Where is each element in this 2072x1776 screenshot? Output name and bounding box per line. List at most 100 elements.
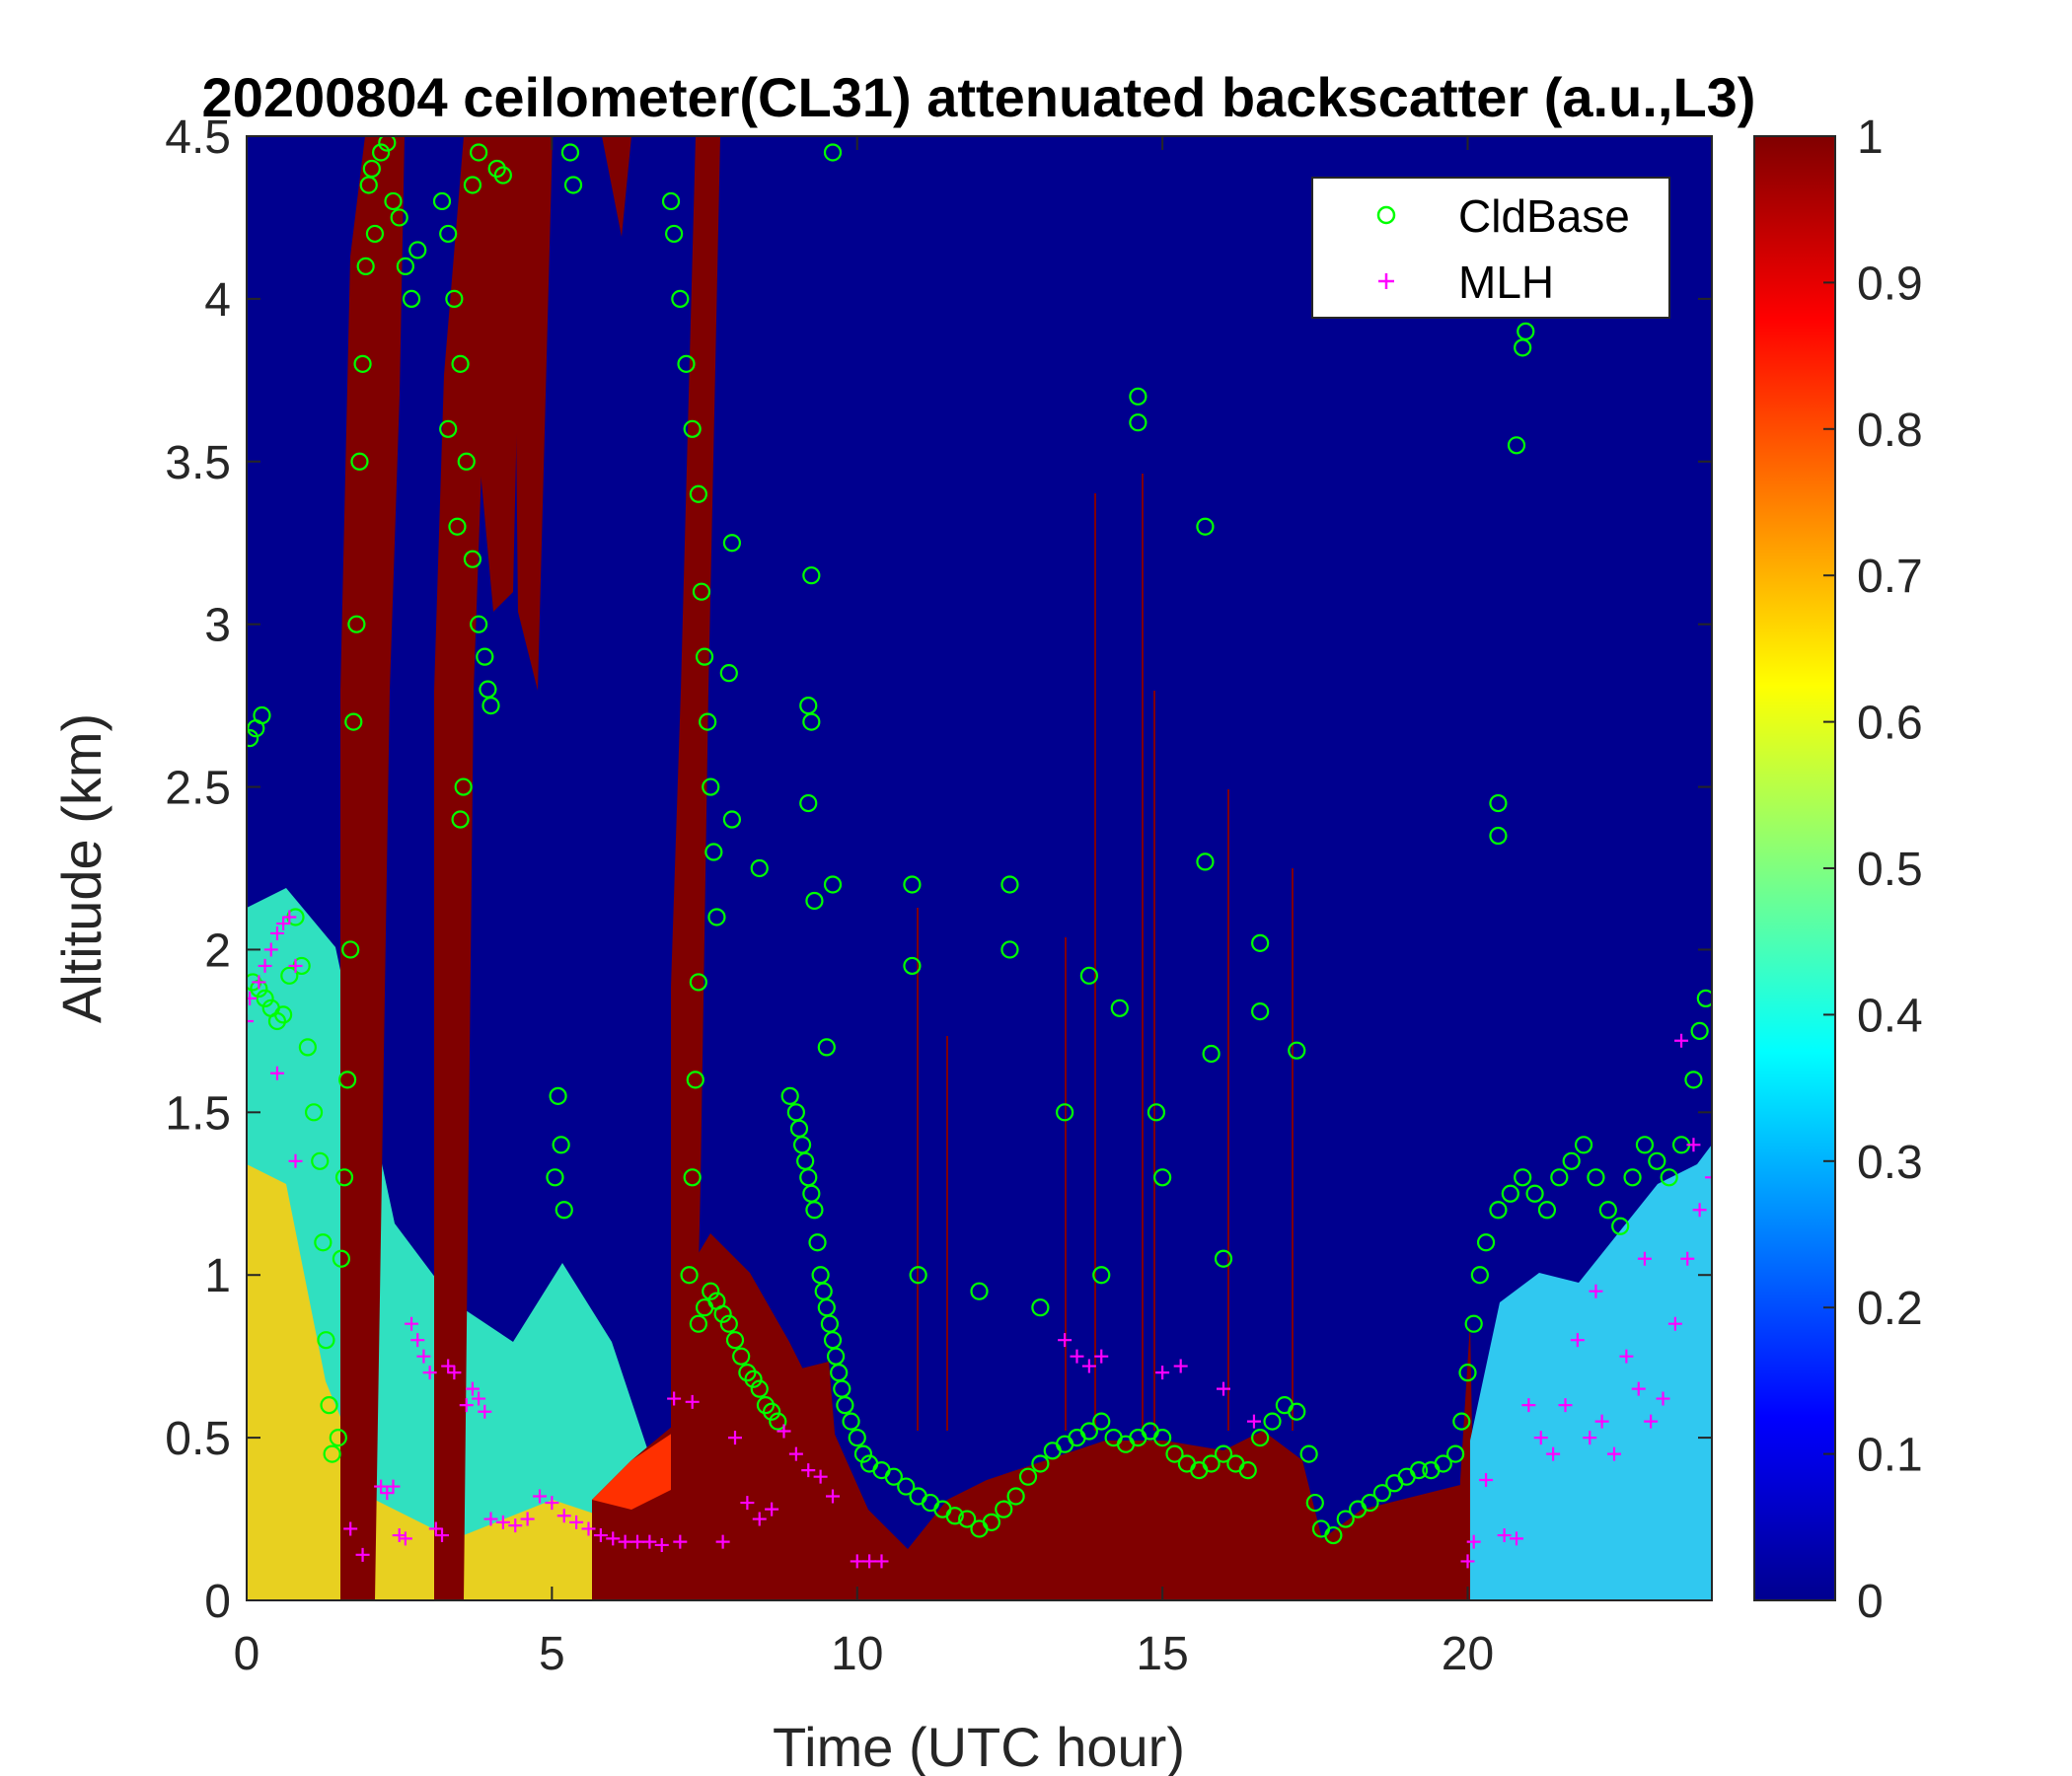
- mlh-point: [813, 1469, 828, 1484]
- mlh-point: [1460, 1554, 1475, 1569]
- cldbase-point: [451, 810, 470, 829]
- mlh-point: [1546, 1446, 1561, 1461]
- x-axis-label: Time (UTC hour): [773, 1716, 1185, 1776]
- mlh-point: [777, 1424, 791, 1439]
- cldbase-point: [1470, 1266, 1489, 1285]
- cldbase-point: [799, 793, 818, 813]
- legend-box: [1311, 177, 1670, 319]
- cldbase-point: [341, 940, 360, 959]
- heatmap-cloud-column-4: [513, 136, 553, 691]
- cldbase-point: [1501, 1184, 1519, 1203]
- cldbase-point: [372, 143, 391, 162]
- colorbar-tick-label: 0.5: [1857, 844, 1923, 896]
- cldbase-point: [722, 534, 742, 553]
- cldbase-point: [1336, 1510, 1355, 1528]
- mlh-point: [862, 1554, 877, 1569]
- cldbase-point: [1092, 1266, 1111, 1285]
- cldbase-point: [470, 143, 488, 162]
- cldbase-point: [1251, 1002, 1270, 1021]
- cldbase-point: [1525, 1184, 1544, 1203]
- cldbase-point: [1452, 1412, 1471, 1431]
- mlh-point: [422, 1366, 437, 1380]
- mlh-point: [1674, 1033, 1689, 1048]
- cldbase-point: [451, 354, 470, 373]
- cldbase-point: [1409, 1460, 1429, 1480]
- cldbase-point: [329, 1429, 347, 1447]
- cldbase-point: [677, 354, 696, 373]
- cldbase-point: [487, 159, 506, 179]
- cldbase-point: [995, 1500, 1013, 1518]
- heatmap-cloud-column-2: [434, 136, 493, 1600]
- cldbase-point: [686, 1071, 704, 1089]
- colorbar-tick-label: 0.4: [1857, 990, 1923, 1042]
- colorbar-tick-label: 0.8: [1857, 405, 1923, 457]
- heatmap-aerosol-mass-main: [681, 1233, 1460, 1600]
- cldbase-point: [1324, 1525, 1343, 1545]
- cldbase-point: [1031, 1454, 1050, 1473]
- mlh-point: [1217, 1381, 1230, 1396]
- cldbase-point: [689, 1314, 707, 1333]
- cldbase-point: [671, 289, 690, 308]
- mlh-point: [533, 1489, 547, 1504]
- y-axis: 0 0.5 1 1.5 2 2.5 3 3.5 4 4.5: [165, 111, 1712, 1628]
- cldbase-point: [780, 1086, 799, 1105]
- cldbase-point: [1635, 1136, 1655, 1154]
- cldbase-point: [432, 191, 452, 211]
- cldbase-point: [1092, 1412, 1111, 1431]
- x-tick-label: 0: [234, 1628, 260, 1680]
- cldbase-point: [463, 550, 482, 568]
- cldbase-point: [311, 1151, 330, 1170]
- cldbase-point: [347, 615, 366, 633]
- mlh-point: [269, 1066, 284, 1080]
- cldbase-point: [317, 1331, 335, 1350]
- cldbase-point: [463, 176, 482, 194]
- mlh-point: [428, 1521, 443, 1536]
- cldbase-point: [323, 1444, 341, 1463]
- cldbase-point: [1288, 1041, 1306, 1060]
- mlh-point: [752, 1512, 767, 1526]
- y-tick-label: 4.5: [165, 111, 231, 164]
- mlh-point: [483, 1512, 498, 1526]
- cldbase-point: [823, 875, 843, 894]
- cldbase-point: [970, 1282, 989, 1300]
- mlh-point: [258, 958, 272, 973]
- cldbase-point: [337, 1071, 357, 1089]
- plot-area: [247, 136, 1712, 1600]
- cldbase-point: [253, 705, 271, 725]
- heatmap-cloud-column-5: [671, 136, 720, 1600]
- cldbase-point: [1147, 1103, 1166, 1122]
- cldbase-point: [560, 143, 580, 162]
- cldbase-point: [692, 582, 711, 601]
- cldbase-point: [1562, 1151, 1581, 1170]
- cldbase-point: [744, 1369, 763, 1388]
- cldbase-point: [1110, 999, 1129, 1017]
- mlh-point: [728, 1431, 742, 1445]
- mlh-point: [630, 1534, 644, 1549]
- mlh-point: [1521, 1398, 1536, 1413]
- cldbase-point: [1598, 1201, 1617, 1220]
- x-tick-label: 10: [831, 1628, 883, 1680]
- legend: CldBase MLH: [1311, 177, 1670, 319]
- heatmap-cloud-streaks: [917, 474, 1294, 1431]
- cldbase-point: [1489, 826, 1508, 846]
- cldbase-point: [1299, 1444, 1318, 1463]
- mlh-point: [569, 1515, 584, 1529]
- mlh-point: [435, 1528, 449, 1543]
- cldbase-point: [1464, 1314, 1483, 1333]
- cldbase-point: [713, 1304, 732, 1323]
- x-tick-label: 15: [1136, 1628, 1188, 1680]
- cldbase-point: [304, 1103, 324, 1122]
- mlh-point: [1058, 1333, 1073, 1348]
- colorbar-ticks: 0 0.1 0.2 0.3 0.4 0.5 0.6 0.7 0.8 0.9 1: [1823, 111, 1923, 1628]
- cldbase-point: [1517, 322, 1535, 340]
- heatmap-cloud-column-1: [340, 136, 405, 1600]
- cldbase-point: [853, 1444, 873, 1463]
- cldbase-point: [1263, 1412, 1282, 1431]
- cldbase-point: [903, 956, 922, 976]
- mlh-point: [386, 1479, 401, 1494]
- cldbase-point: [1202, 1044, 1221, 1064]
- cldbase-point: [378, 136, 397, 152]
- cldbase-point: [1238, 1460, 1257, 1480]
- mlh-point: [247, 1014, 254, 1028]
- cldbase-point: [344, 712, 363, 731]
